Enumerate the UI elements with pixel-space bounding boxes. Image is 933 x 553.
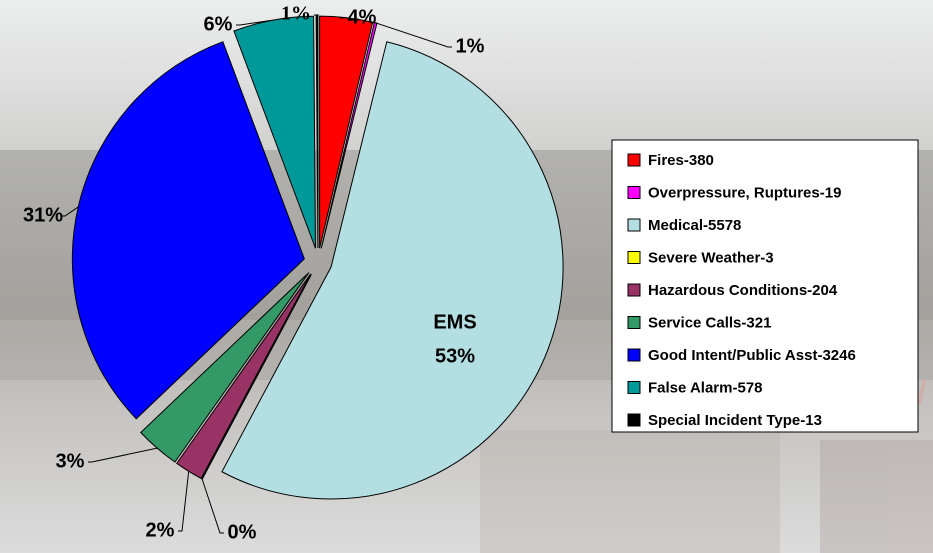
- legend-swatch: [628, 349, 640, 361]
- page: {"chart_data": {"type": "pie", "categori…: [0, 0, 933, 553]
- data-label: 31%: [23, 204, 63, 226]
- legend-label: Hazardous Conditions-204: [648, 282, 838, 299]
- data-label: 53%: [435, 345, 475, 367]
- legend-label: Medical-5578: [648, 217, 741, 234]
- legend-swatch: [628, 252, 640, 264]
- legend-label: Fires-380: [648, 152, 714, 169]
- legend-label: Good Intent/Public Asst-3246: [648, 347, 856, 364]
- legend-swatch: [628, 382, 640, 394]
- data-label: 4%: [348, 6, 377, 28]
- legend-label: False Alarm-578: [648, 379, 763, 396]
- legend-swatch: [628, 219, 640, 231]
- legend-label: Special Incident Type-13: [648, 412, 822, 429]
- legend-swatch: [628, 414, 640, 426]
- legend-swatch: [628, 187, 640, 199]
- legend-swatch: [628, 154, 640, 166]
- data-label: 2%: [146, 519, 175, 541]
- annotation: EMS: [433, 311, 476, 333]
- data-label: 0%: [228, 521, 257, 543]
- data-label: 1%: [456, 35, 485, 57]
- data-label: 1%: [281, 3, 311, 25]
- legend-label: Overpressure, Ruptures-19: [648, 184, 841, 201]
- legend-swatch: [628, 284, 640, 296]
- data-label: 6%: [204, 13, 233, 35]
- legend-label: Severe Weather-3: [648, 249, 774, 266]
- data-label: 3%: [56, 450, 85, 472]
- legend-swatch: [628, 317, 640, 329]
- chart: DFORD FIRE / RE 4%1%53%0%2%3%31%6%1%EMSF…: [0, 0, 933, 553]
- legend-label: Service Calls-321: [648, 314, 771, 331]
